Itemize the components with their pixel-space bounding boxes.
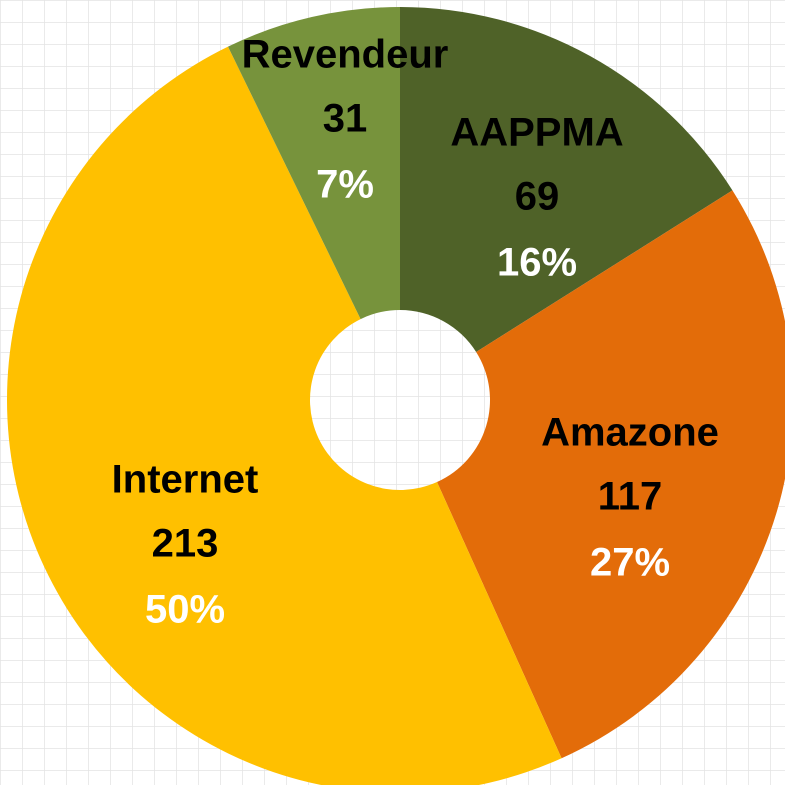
category-label: Amazone <box>541 411 719 455</box>
category-label: Internet <box>112 458 259 502</box>
value-label: 69 <box>515 175 560 219</box>
percent-label: 16% <box>497 241 577 285</box>
slice <box>400 7 733 352</box>
slice <box>437 190 785 759</box>
category-label: Revendeur <box>242 33 449 77</box>
percent-label: 50% <box>145 588 225 632</box>
percent-label: 27% <box>590 541 670 585</box>
category-label: AAPPMA <box>450 111 623 155</box>
slice <box>228 7 400 320</box>
percent-label: 7% <box>316 163 374 207</box>
labels: AAPPMA 69 16% Amazone 117 27% Internet 213 50% Re… <box>112 33 719 632</box>
slices <box>6 7 785 785</box>
value-label: 31 <box>323 97 368 141</box>
value-label: 117 <box>598 475 663 519</box>
value-label: 213 <box>152 522 219 566</box>
slice <box>6 46 562 785</box>
